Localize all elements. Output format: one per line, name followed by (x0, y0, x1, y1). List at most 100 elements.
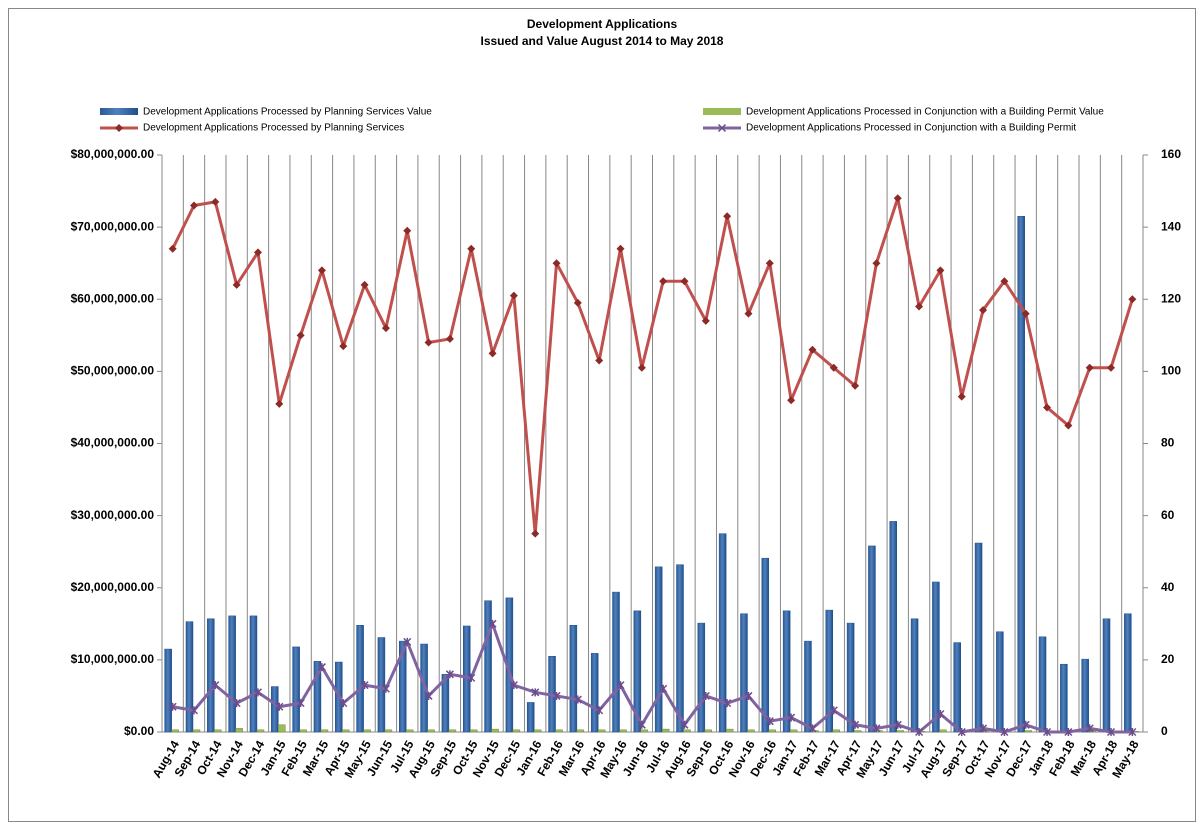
bar (377, 637, 386, 733)
bar (747, 729, 755, 733)
marker (808, 724, 817, 733)
bar (597, 729, 606, 733)
marker (936, 266, 945, 275)
marker (232, 280, 241, 289)
marker (787, 713, 796, 722)
bar (640, 729, 649, 733)
bar (214, 729, 222, 733)
legend-label: Development Applications Processed in Co… (746, 107, 1104, 118)
bar (846, 622, 855, 733)
bar (271, 686, 279, 733)
marker (659, 277, 668, 286)
bar (676, 564, 684, 733)
marker (339, 342, 348, 351)
marker (893, 194, 902, 203)
marker (360, 681, 369, 690)
marker (1064, 421, 1073, 430)
bar (399, 640, 407, 733)
marker (829, 706, 838, 715)
bar (853, 730, 862, 733)
bar (192, 729, 201, 733)
marker (381, 324, 390, 333)
y-tick-label: $20,000,000.00 (71, 580, 155, 594)
y2-tick-label: 40 (1161, 580, 1175, 594)
bar (249, 615, 258, 733)
bar (278, 724, 286, 733)
bar (661, 728, 670, 733)
line (171, 196, 1134, 536)
marker (808, 345, 817, 354)
bar (207, 618, 215, 733)
bar (740, 613, 748, 733)
bar (825, 609, 834, 733)
bar (469, 729, 478, 733)
chart-frame (8, 8, 1196, 822)
marker (595, 356, 604, 365)
marker (211, 681, 220, 690)
marker (403, 226, 412, 235)
bar (185, 621, 194, 733)
bar (228, 615, 236, 733)
bar (427, 729, 435, 733)
marker (1106, 727, 1116, 737)
bar (1124, 613, 1132, 733)
bar (235, 728, 243, 733)
y-tick-label: $50,000,000.00 (71, 364, 155, 378)
y2-tick-label: 0 (1161, 724, 1168, 738)
marker (851, 720, 860, 729)
bar (996, 631, 1004, 733)
marker (680, 720, 689, 729)
bar (491, 728, 499, 733)
bar (256, 729, 265, 733)
bar (448, 729, 457, 733)
bar (832, 729, 841, 733)
marker (1064, 727, 1073, 737)
bar (356, 625, 364, 733)
marker (915, 727, 924, 737)
legend-swatch (100, 108, 138, 115)
y-tick-label: $80,000,000.00 (71, 147, 155, 161)
bar (484, 600, 492, 733)
bar (932, 581, 940, 733)
y-tick-label: $70,000,000.00 (71, 219, 155, 233)
marker (381, 684, 390, 693)
marker (723, 212, 732, 221)
marker (339, 699, 348, 708)
y-tick-label: $30,000,000.00 (71, 508, 155, 522)
marker (701, 316, 710, 325)
marker (787, 396, 796, 405)
legend-label: Development Applications Processed by Pl… (143, 107, 432, 118)
bar (313, 661, 322, 733)
bar (441, 674, 450, 733)
bar (654, 566, 663, 733)
marker (424, 691, 433, 700)
marker (168, 702, 177, 711)
y2-tick-label: 20 (1161, 652, 1175, 666)
legend-marker (717, 123, 727, 133)
marker (189, 706, 199, 715)
marker (1043, 403, 1052, 412)
marker (552, 691, 561, 700)
bar (789, 729, 798, 733)
chart-title: Development Applications (527, 17, 678, 31)
legend-label: Development Applications Processed by Pl… (143, 123, 404, 134)
marker (957, 727, 966, 737)
bar (526, 702, 535, 733)
bar (569, 625, 578, 733)
marker (1042, 727, 1052, 737)
y2-tick-label: 120 (1161, 291, 1181, 305)
y2-tick-label: 80 (1161, 436, 1175, 450)
bar (363, 729, 371, 733)
bar (804, 640, 812, 733)
bar (1081, 658, 1089, 733)
marker (637, 720, 646, 729)
marker (595, 706, 604, 715)
bar (164, 648, 172, 733)
marker (531, 529, 540, 538)
marker (445, 334, 454, 343)
marker (275, 702, 284, 711)
bar (889, 521, 897, 733)
y2-tick-label: 160 (1161, 147, 1181, 161)
marker (616, 681, 625, 690)
bar (782, 610, 791, 733)
